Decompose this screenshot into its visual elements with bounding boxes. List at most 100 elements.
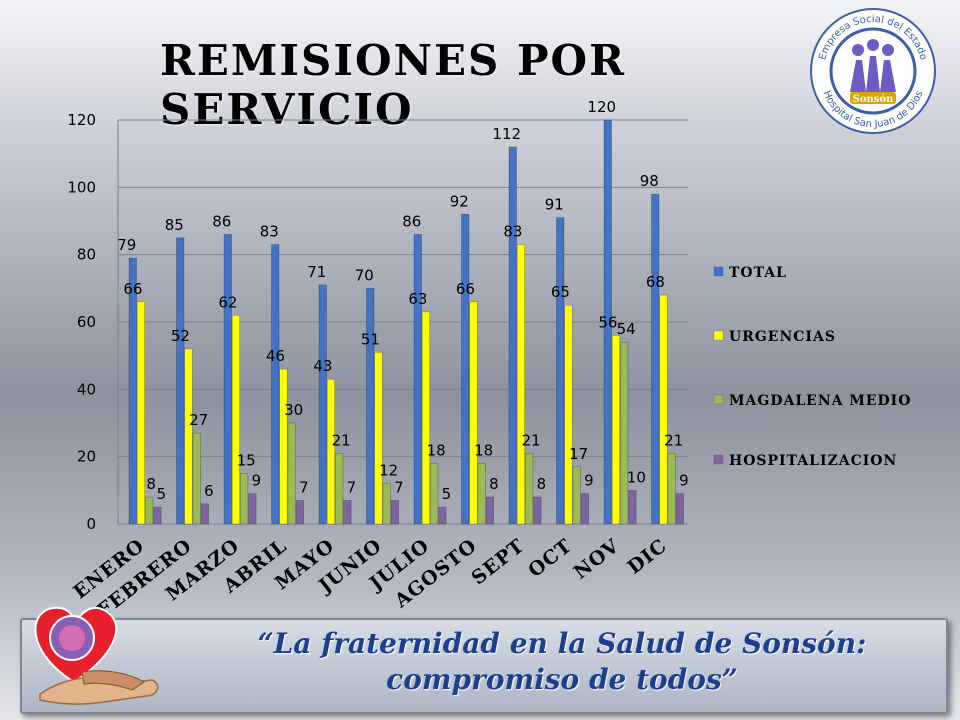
data-labels: 7966858552276866215983463077143217705112… [117,98,688,503]
data-label: 86 [402,212,421,230]
data-label: 43 [313,357,332,375]
footer-banner: “La fraternidad en la Salud de Sonsón: c… [20,618,948,714]
bar [469,301,478,525]
legend-swatch [713,394,724,405]
bar [343,500,352,525]
bar [136,301,145,525]
data-label: 92 [450,192,469,210]
bar [390,500,399,525]
bar [485,496,494,525]
footer-quote: “La fraternidad en la Salud de Sonsón: c… [257,627,867,696]
data-label: 30 [284,401,303,419]
gridlines [117,119,688,525]
bar [200,503,209,525]
data-label: 83 [503,223,522,241]
data-label: 62 [218,293,237,311]
legend-swatch [713,330,724,341]
y-tick-label: 60 [77,313,96,331]
y-tick-label: 100 [67,178,96,196]
bar [572,466,581,525]
bar [279,368,288,525]
bar [533,496,542,525]
data-label: 5 [442,485,452,503]
hospital-logo: Sonsón Empresa Social del Estado Hospita… [810,8,936,134]
data-label: 54 [617,320,636,338]
bar [176,237,185,525]
bar [382,483,391,525]
bar [413,234,422,525]
data-label: 56 [598,313,617,331]
bar [620,341,629,525]
bar [651,193,660,525]
data-label: 79 [117,236,136,254]
bar [461,213,470,525]
bar [192,432,201,525]
data-label: 51 [361,330,380,348]
bar [145,496,154,525]
data-label: 8 [146,475,156,493]
y-tick-label: 120 [67,111,96,129]
bar [556,217,565,525]
bar [248,493,257,525]
data-label: 18 [427,441,446,459]
legend-entry: URGENCIAS [729,329,836,345]
x-category-label: OCT [524,535,576,582]
data-label: 70 [355,266,374,284]
data-label: 7 [394,478,404,496]
legend: TOTAL URGENCIAS MAGDALENA MEDIO HOSPITALIZA… [713,265,910,469]
bar [477,463,486,525]
bar [326,378,336,525]
data-label: 9 [252,472,262,490]
bar [240,473,249,525]
data-label: 65 [551,283,570,301]
data-label: 10 [627,468,646,486]
data-label: 9 [679,472,689,490]
data-label: 85 [165,216,184,234]
data-label: 86 [212,212,231,230]
data-label: 6 [204,482,214,500]
bar [271,244,280,525]
bar [516,244,526,525]
legend-swatch [713,266,724,277]
data-label: 7 [299,478,309,496]
data-label: 68 [646,273,665,291]
data-label: 52 [171,327,190,345]
y-tick-label: 0 [86,515,96,533]
data-label: 83 [260,223,279,241]
data-label: 7 [347,478,357,496]
bar [421,311,431,525]
legend-swatch [713,454,724,465]
data-label: 27 [189,411,208,429]
data-label: 66 [123,280,142,298]
data-label: 46 [266,347,285,365]
bar [659,294,668,525]
bar [675,493,684,525]
bar [667,452,676,525]
bar [366,288,375,525]
data-label: 8 [489,475,499,493]
bar [184,348,193,525]
bar [223,234,232,525]
data-label: 8 [537,475,547,493]
bar [318,284,327,525]
x-category-label: DIC [624,535,672,579]
data-label: 112 [492,125,521,143]
data-label: 21 [332,431,351,449]
data-label: 15 [237,452,256,470]
data-label: 17 [569,445,588,463]
bar [153,506,162,525]
data-label: 9 [584,472,594,490]
y-axis-ticks: 0 20 40 60 80 100 120 [67,111,96,533]
bar [564,304,573,525]
bar [508,146,517,525]
bar [335,452,344,525]
data-label: 71 [307,263,326,281]
bar [287,422,296,525]
legend-entry: TOTAL [729,265,787,281]
data-label: 98 [640,172,659,190]
bar [438,506,447,525]
bar [295,500,304,525]
data-label: 63 [408,290,427,308]
x-category-label: SEPT [467,535,528,590]
